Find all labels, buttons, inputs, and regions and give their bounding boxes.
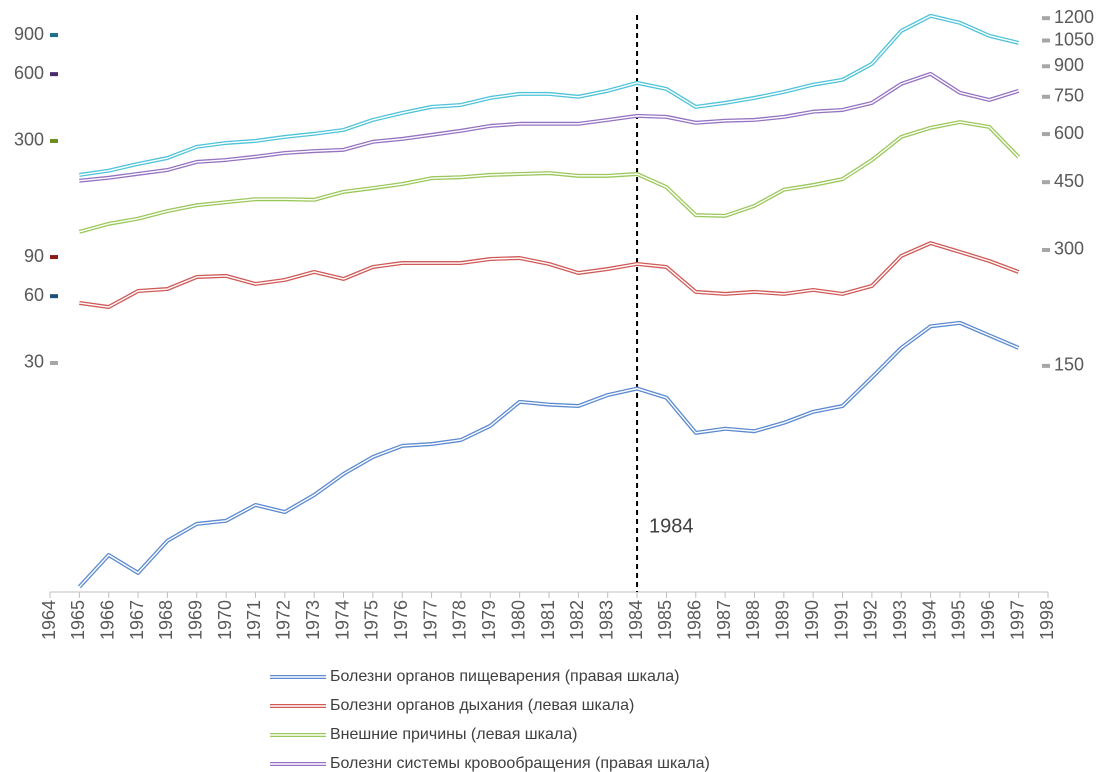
x-tick-label: 1995 bbox=[949, 600, 969, 640]
x-tick-label: 1978 bbox=[450, 600, 470, 640]
series-line bbox=[78, 120, 1021, 234]
legend-label: Болезни органов дыхания (левая шкала) bbox=[330, 697, 634, 714]
x-tick-label: 1984 bbox=[626, 600, 646, 640]
series-line bbox=[79, 241, 1020, 310]
x-tick-label: 1993 bbox=[890, 600, 910, 640]
series-line bbox=[79, 71, 1020, 183]
y-tick-label: 60 bbox=[24, 285, 44, 305]
x-tick-label: 1964 bbox=[39, 600, 59, 640]
y-tick-label: 600 bbox=[14, 63, 44, 83]
x-tick-label: 1992 bbox=[861, 600, 881, 640]
series-line-highlight bbox=[78, 322, 1019, 588]
x-tick-label: 1986 bbox=[685, 600, 705, 640]
x-tick-label: 1976 bbox=[391, 600, 411, 640]
y2-tick-label: 900 bbox=[1054, 55, 1084, 75]
x-tick-label: 1972 bbox=[274, 600, 294, 640]
x-tick-label: 1994 bbox=[919, 600, 939, 640]
x-tick-label: 1983 bbox=[596, 600, 616, 640]
y2-tick-label: 450 bbox=[1054, 171, 1084, 191]
series-line-highlight bbox=[79, 121, 1020, 233]
legend-label: Болезни системы кровообращения (правая ш… bbox=[330, 755, 710, 772]
y2-tick-label: 1050 bbox=[1054, 29, 1094, 49]
x-tick-label: 1987 bbox=[714, 600, 734, 640]
x-tick-label: 1973 bbox=[303, 600, 323, 640]
x-tick-label: 1969 bbox=[186, 600, 206, 640]
x-tick-label: 1967 bbox=[127, 600, 147, 640]
x-tick-label: 1966 bbox=[97, 600, 117, 640]
series-line-highlight bbox=[79, 15, 1019, 176]
x-tick-label: 1968 bbox=[156, 600, 176, 640]
x-tick-label: 1982 bbox=[567, 600, 587, 640]
x-tick-label: 1981 bbox=[538, 600, 558, 640]
x-tick-label: 1970 bbox=[215, 600, 235, 640]
y2-tick-label: 600 bbox=[1054, 123, 1084, 143]
x-tick-label: 1985 bbox=[655, 600, 675, 640]
y2-tick-label: 150 bbox=[1054, 355, 1084, 375]
y2-tick-label: 750 bbox=[1054, 86, 1084, 106]
y2-tick-label: 300 bbox=[1054, 239, 1084, 259]
x-tick-label: 1974 bbox=[332, 600, 352, 640]
annotation-label: 1984 bbox=[649, 515, 694, 537]
x-tick-label: 1989 bbox=[773, 600, 793, 640]
x-tick-label: 1988 bbox=[743, 600, 763, 640]
y-tick-label: 90 bbox=[24, 246, 44, 266]
x-tick-label: 1996 bbox=[978, 600, 998, 640]
x-tick-label: 1991 bbox=[831, 600, 851, 640]
legend-label: Внешние причины (левая шкала) bbox=[330, 726, 577, 743]
x-tick-label: 1997 bbox=[1007, 600, 1027, 640]
y2-tick-label: 1200 bbox=[1054, 7, 1094, 27]
x-tick-label: 1965 bbox=[68, 600, 88, 640]
x-tick-label: 1975 bbox=[362, 600, 382, 640]
x-tick-label: 1990 bbox=[802, 600, 822, 640]
y-tick-label: 30 bbox=[24, 352, 44, 372]
series-line-highlight bbox=[79, 242, 1019, 308]
x-tick-label: 1980 bbox=[508, 600, 528, 640]
series-line-highlight bbox=[79, 73, 1019, 182]
x-tick-label: 1977 bbox=[420, 600, 440, 640]
y-tick-label: 300 bbox=[14, 130, 44, 150]
legend-label: Болезни органов пищеварения (правая шкал… bbox=[330, 668, 680, 685]
y-tick-label: 900 bbox=[14, 24, 44, 44]
x-tick-label: 1979 bbox=[479, 600, 499, 640]
x-tick-label: 1971 bbox=[244, 600, 264, 640]
x-tick-label: 1998 bbox=[1037, 600, 1057, 640]
series-line bbox=[77, 320, 1020, 589]
series-line bbox=[79, 13, 1020, 177]
